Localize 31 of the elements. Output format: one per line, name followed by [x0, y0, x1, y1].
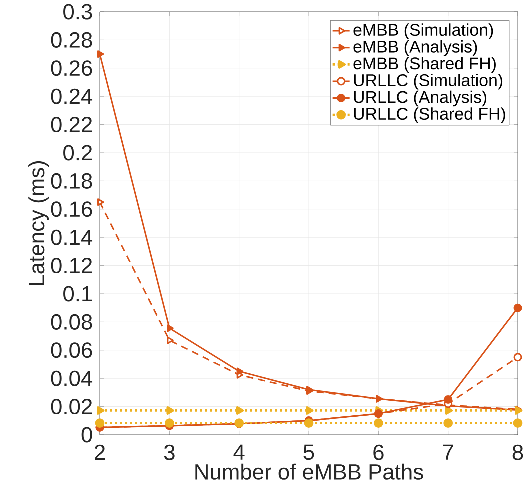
x-tick-label: 8	[512, 444, 524, 460]
legend-label: URLLC (Shared FH)	[354, 108, 506, 124]
y-tick-label: 0.16	[51, 202, 92, 218]
y-tick-label: 0.12	[51, 258, 92, 274]
legend-label: eMBB (Shared FH)	[354, 57, 496, 74]
x-tick-label: 5	[304, 444, 314, 460]
y-tick-label: 0.02	[51, 399, 92, 415]
y-tick-label: 0.3	[64, 4, 92, 20]
y-tick-label: 0.26	[51, 60, 92, 76]
y-tick-label: 0.24	[51, 88, 93, 104]
x-tick-label: 4	[234, 444, 245, 460]
x-tick-label: 6	[374, 444, 384, 460]
legend-label: URLLC (Analysis)	[354, 90, 487, 107]
y-tick-label: 0.28	[51, 32, 92, 48]
x-tick-label: 3	[164, 444, 175, 460]
x-tick-label: 2	[95, 444, 106, 460]
legend-label: eMBB (Analysis)	[354, 40, 478, 56]
y-tick-label: 0.04	[51, 370, 93, 386]
y-tick-label: 0.22	[51, 117, 92, 133]
y-axis-title: Latency (ms)	[28, 162, 50, 286]
y-tick-label: 0.1	[64, 286, 92, 302]
y-tick-label: 0.08	[51, 314, 92, 330]
x-tick-label: 7	[443, 444, 454, 460]
y-tick-label: 0.18	[51, 173, 92, 189]
y-tick-label: 0	[82, 427, 92, 443]
legend-label: eMBB (Simulation)	[354, 24, 494, 40]
y-tick-label: 0.14	[51, 230, 93, 246]
y-tick-label: 0.06	[51, 342, 92, 358]
x-axis-title: Number of eMBB Paths	[196, 464, 424, 480]
y-tick-label: 0.2	[64, 145, 92, 161]
legend-label: URLLC (Simulation)	[354, 74, 503, 90]
